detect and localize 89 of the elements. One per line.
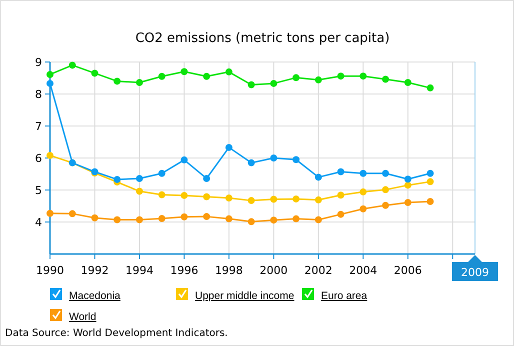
- point: [382, 170, 390, 177]
- point: [270, 196, 278, 203]
- x-tick-label: 1994: [125, 264, 154, 277]
- point: [180, 68, 188, 76]
- point: [292, 74, 300, 82]
- point: [225, 144, 232, 151]
- point: [382, 76, 390, 83]
- point: [136, 188, 143, 195]
- point: [136, 174, 143, 182]
- x-tick-label: 1996: [170, 264, 198, 277]
- point: [68, 62, 76, 69]
- point: [203, 213, 210, 220]
- point: [314, 76, 322, 84]
- point: [180, 213, 188, 220]
- point: [114, 78, 121, 85]
- point: [136, 216, 143, 224]
- point: [404, 182, 412, 189]
- point: [270, 80, 278, 87]
- x-tick-label: 1992: [80, 264, 109, 277]
- point: [158, 191, 166, 198]
- point: [136, 78, 143, 86]
- point: [225, 68, 232, 76]
- point: [426, 84, 434, 92]
- point: [91, 70, 98, 77]
- y-tick-label: 8: [35, 88, 42, 101]
- point: [360, 205, 367, 212]
- source-note: Data Source: World Development Indicators.: [5, 328, 228, 339]
- point: [292, 195, 300, 202]
- point: [68, 210, 76, 218]
- x-tick-label: 2000: [260, 264, 288, 277]
- point: [180, 156, 188, 164]
- point: [382, 202, 390, 209]
- legend-label: Euro area: [321, 290, 368, 302]
- x-tick-label: 2004: [349, 264, 378, 277]
- y-tick-label: 5: [35, 184, 42, 197]
- point: [404, 198, 412, 206]
- point: [292, 215, 300, 222]
- y-tick-label: 7: [35, 120, 42, 133]
- point: [337, 192, 344, 199]
- x-tick-label: 2002: [304, 264, 332, 277]
- point: [46, 152, 54, 159]
- text: 2009: [461, 266, 489, 279]
- point: [426, 170, 434, 177]
- x-tick-label: 1990: [36, 264, 64, 277]
- point: [404, 176, 412, 183]
- point: [225, 194, 232, 202]
- point: [314, 216, 322, 224]
- point: [248, 81, 255, 88]
- point: [314, 174, 322, 181]
- point: [158, 72, 166, 80]
- point: [248, 159, 255, 166]
- point: [158, 214, 166, 222]
- point: [360, 188, 367, 196]
- point: [270, 216, 278, 224]
- chart-title: CO2 emissions (metric tons per capita): [135, 31, 390, 46]
- legend-label: Macedonia: [69, 290, 121, 302]
- legend-label: World: [69, 311, 96, 323]
- point: [292, 156, 300, 164]
- point: [360, 170, 367, 177]
- point: [314, 196, 322, 204]
- point: [91, 214, 98, 222]
- y-tick-label: 6: [35, 152, 42, 165]
- point: [382, 186, 390, 194]
- point: [337, 72, 344, 80]
- point: [248, 218, 255, 226]
- point: [270, 154, 278, 162]
- point: [225, 215, 232, 222]
- point: [404, 78, 412, 86]
- point: [114, 176, 121, 183]
- point: [248, 197, 255, 204]
- point: [203, 72, 210, 80]
- point: [337, 168, 344, 176]
- point: [337, 210, 344, 218]
- point: [158, 170, 166, 177]
- point: [180, 192, 188, 199]
- y-tick-label: 9: [35, 56, 42, 69]
- point: [203, 174, 210, 182]
- legend-label: Upper middle income: [195, 290, 294, 302]
- point: [46, 80, 54, 87]
- x-tick-label: 1998: [214, 264, 243, 277]
- point: [203, 193, 210, 200]
- y-tick-label: 4: [35, 216, 42, 229]
- point: [114, 216, 121, 224]
- point: [46, 210, 54, 217]
- point: [426, 198, 434, 206]
- point: [426, 178, 434, 186]
- point: [360, 72, 367, 80]
- x-tick-label: 2006: [394, 264, 422, 277]
- point: [46, 70, 54, 78]
